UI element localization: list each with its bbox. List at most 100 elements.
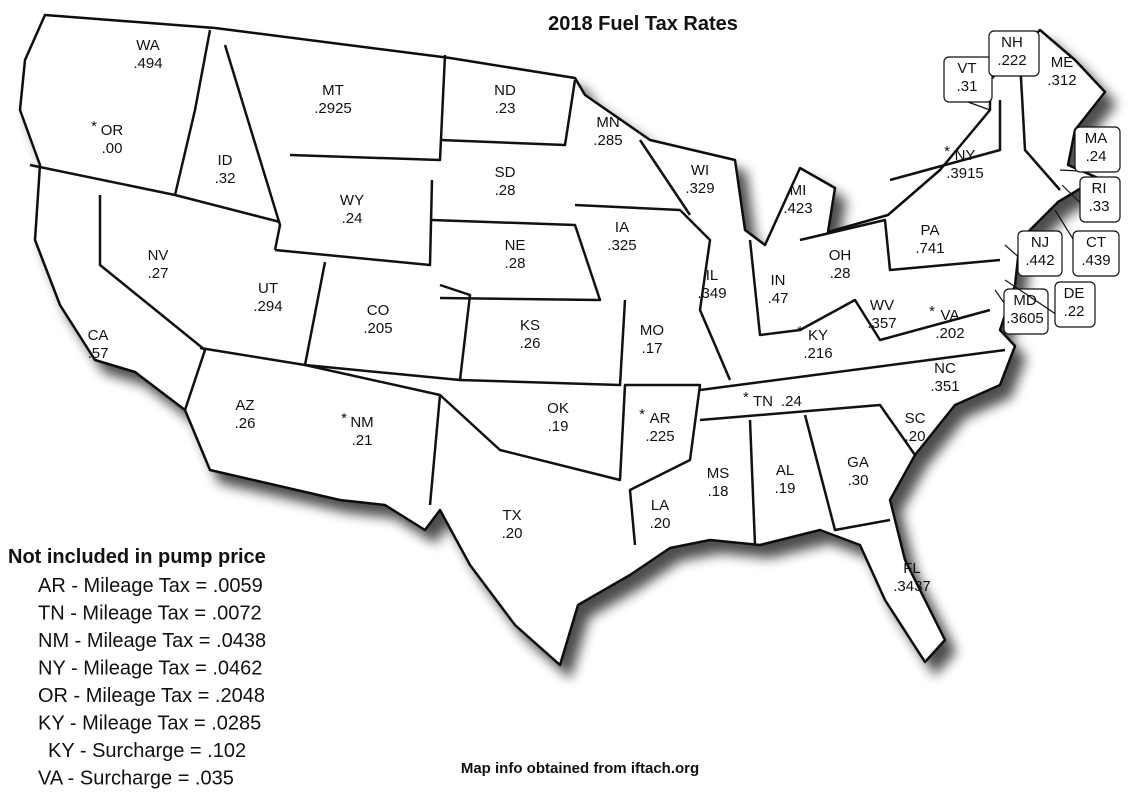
state-label: NV.27 bbox=[148, 247, 169, 282]
state-abbr: TX bbox=[502, 507, 521, 524]
legend-item: NM - Mileage Tax = .0438 bbox=[38, 630, 266, 652]
state-rate: .17 bbox=[642, 340, 663, 357]
state-rate: .31 bbox=[957, 78, 978, 95]
state-abbr: NJ bbox=[1031, 234, 1049, 251]
state-abbr: CT bbox=[1086, 234, 1106, 251]
state-label: SD.28 bbox=[495, 164, 516, 199]
legend-item: AR - Mileage Tax = .0059 bbox=[38, 575, 263, 597]
state-label: PA.741 bbox=[915, 222, 944, 257]
state-rate: .00 bbox=[102, 140, 123, 157]
state-abbr: AR bbox=[650, 410, 671, 427]
state-label: ND.23 bbox=[494, 82, 516, 117]
state-rate: .24 bbox=[781, 393, 802, 410]
state-abbr: NE bbox=[505, 237, 526, 254]
label-box bbox=[988, 30, 1040, 77]
state-label: WI.329 bbox=[685, 162, 714, 197]
state-abbr: WV bbox=[870, 297, 894, 314]
footer-credit: Map info obtained from iftach.org bbox=[461, 760, 699, 777]
label-box bbox=[943, 56, 993, 103]
state-abbr: TN bbox=[753, 393, 773, 410]
state-abbr: LA bbox=[651, 497, 669, 514]
state-rate: .2925 bbox=[314, 100, 352, 117]
state-label: WA.494 bbox=[133, 37, 162, 72]
state-rate: .3605 bbox=[1006, 310, 1044, 327]
state-abbr: UT bbox=[258, 280, 278, 297]
state-label: FL.3437 bbox=[893, 560, 931, 595]
state-rate: .26 bbox=[520, 335, 541, 352]
state-abbr: ND bbox=[494, 82, 516, 99]
state-rate: .21 bbox=[352, 432, 373, 449]
state-label: ME.312 bbox=[1047, 54, 1076, 89]
state-label: MI.423 bbox=[783, 182, 812, 217]
state-rate: .18 bbox=[708, 483, 729, 500]
state-rate: .32 bbox=[215, 170, 236, 187]
state-label: AL.19 bbox=[775, 462, 796, 497]
state-label: NY.3915 * bbox=[944, 143, 984, 182]
state-label: WV.357 bbox=[867, 297, 896, 332]
state-rate: .285 bbox=[593, 132, 622, 149]
state-label: UT.294 bbox=[253, 280, 282, 315]
state-abbr: MS bbox=[707, 465, 730, 482]
state-abbr: CO bbox=[367, 302, 390, 319]
state-label: IL.349 bbox=[697, 267, 726, 302]
state-asterisk: * bbox=[929, 303, 935, 320]
state-rate: .3437 bbox=[893, 578, 931, 595]
state-label: WY.24 bbox=[340, 192, 364, 227]
state-abbr: ID bbox=[218, 152, 233, 169]
state-label: MT.2925 bbox=[314, 82, 352, 117]
state-asterisk: * bbox=[639, 406, 645, 423]
state-label: GA.30 bbox=[847, 454, 869, 489]
state-rate: .741 bbox=[915, 240, 944, 257]
state-rate: .329 bbox=[685, 180, 714, 197]
state-abbr: SC bbox=[905, 410, 926, 427]
state-asterisk: * bbox=[341, 410, 347, 427]
state-abbr: WY bbox=[340, 192, 364, 209]
label-box bbox=[1079, 176, 1121, 223]
state-abbr: KY bbox=[808, 327, 828, 344]
state-label: VA.202* bbox=[929, 303, 965, 342]
state-abbr: KS bbox=[520, 317, 540, 334]
state-abbr: MO bbox=[640, 322, 664, 339]
state-rate: .33 bbox=[1089, 198, 1110, 215]
state-rate: .3915 bbox=[946, 165, 984, 182]
state-abbr: VT bbox=[957, 60, 976, 77]
state-label: CT.439 bbox=[1054, 209, 1120, 277]
state-rate: .325 bbox=[607, 237, 636, 254]
state-rate: .30 bbox=[848, 472, 869, 489]
label-box bbox=[1054, 281, 1096, 328]
state-label: MO.17 bbox=[640, 322, 664, 357]
state-label: NE.28 bbox=[505, 237, 526, 272]
state-rate: .19 bbox=[548, 418, 569, 435]
state-label: NC.351 bbox=[930, 360, 959, 395]
state-abbr: IL bbox=[706, 267, 719, 284]
state-rate: .439 bbox=[1081, 252, 1110, 269]
state-abbr: AL bbox=[776, 462, 794, 479]
state-abbr: IN bbox=[771, 272, 786, 289]
state-abbr: CA bbox=[88, 327, 109, 344]
state-label: IN.47 bbox=[768, 272, 789, 307]
label-box bbox=[1017, 230, 1063, 277]
state-abbr: NY bbox=[955, 147, 976, 164]
state-rate: .24 bbox=[1086, 148, 1107, 165]
state-rate: .351 bbox=[930, 378, 959, 395]
state-rate: .20 bbox=[905, 428, 926, 445]
state-rate: .19 bbox=[775, 480, 796, 497]
legend-item: OR - Mileage Tax = .2048 bbox=[38, 685, 265, 707]
state-asterisk: * bbox=[743, 389, 749, 406]
state-label: IA.325 bbox=[607, 219, 636, 254]
state-rate: .494 bbox=[133, 55, 162, 72]
leader-line bbox=[967, 101, 991, 111]
state-rate: .27 bbox=[148, 265, 169, 282]
state-asterisk: * bbox=[797, 323, 803, 340]
state-label: LA.20 bbox=[650, 497, 671, 532]
state-label: MN.285 bbox=[593, 114, 622, 149]
label-box bbox=[1003, 288, 1049, 335]
us-map bbox=[18, 13, 1107, 667]
state-abbr: GA bbox=[847, 454, 869, 471]
state-label: CA.57 bbox=[88, 327, 109, 362]
state-abbr: OR bbox=[101, 122, 124, 139]
state-rate: .20 bbox=[650, 515, 671, 532]
legend-item: NY - Mileage Tax = .0462 bbox=[38, 658, 262, 680]
legend-item: KY - Mileage Tax = .0285 bbox=[38, 713, 261, 735]
